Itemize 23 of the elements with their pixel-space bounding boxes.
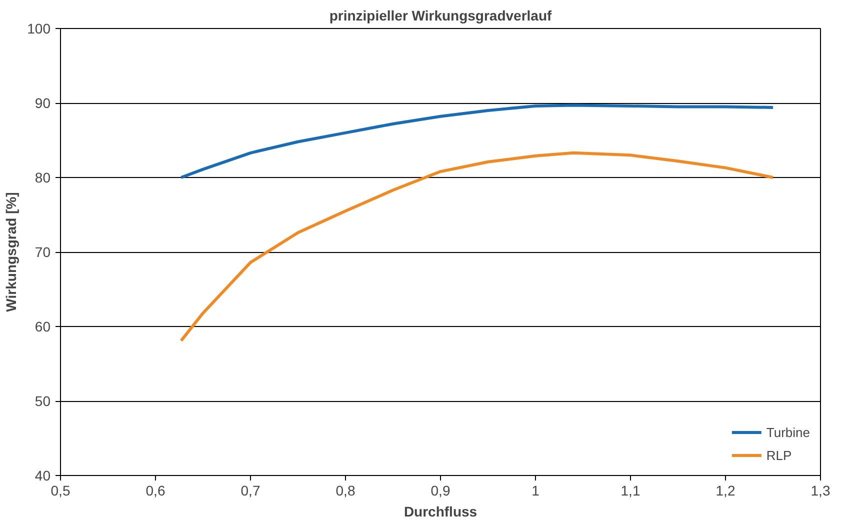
line-series xyxy=(180,151,774,342)
x-axis-title: Durchfluss xyxy=(404,504,478,520)
x-tick-label: 0,5 xyxy=(50,482,70,498)
x-tick-label: 1,2 xyxy=(716,482,736,498)
x-tick-label: 1,1 xyxy=(620,482,640,498)
x-tick-label: 0,7 xyxy=(240,482,260,498)
x-tick-label: 0,6 xyxy=(146,482,166,498)
y-tick-label: 90 xyxy=(34,95,51,111)
y-tick-label: 70 xyxy=(34,244,51,260)
legend-label: RLP xyxy=(766,448,792,462)
line-series xyxy=(180,104,774,179)
chart-title: prinzipieller Wirkungsgradverlauf xyxy=(329,8,552,24)
y-tick-label: 100 xyxy=(27,20,51,36)
x-tick-label: 1 xyxy=(532,482,540,498)
x-tick-label: 0,9 xyxy=(430,482,450,498)
y-tick-label: 80 xyxy=(34,170,51,186)
legend-label: Turbine xyxy=(766,424,810,440)
x-tick-label: 0,8 xyxy=(336,482,356,498)
x-tick-label: 1,3 xyxy=(810,482,830,498)
y-axis-title: Wirkungsgrad [%] xyxy=(3,192,20,312)
y-tick-label: 40 xyxy=(34,468,51,484)
y-tick-label: 50 xyxy=(34,393,51,409)
y-tick-label: 60 xyxy=(34,318,51,334)
